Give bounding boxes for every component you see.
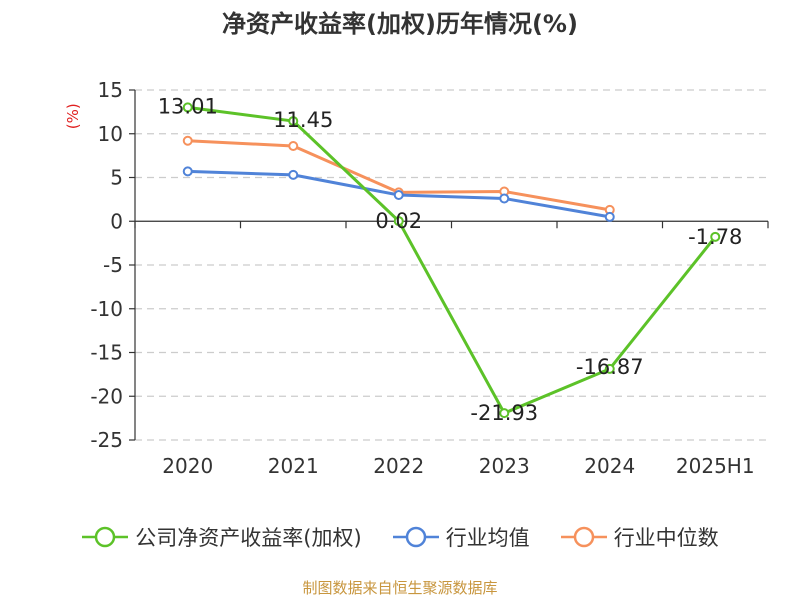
series-line-company <box>187 105 717 415</box>
x-tick-label: 2023 <box>479 454 530 478</box>
data-point <box>499 193 510 204</box>
data-point <box>710 231 721 242</box>
data-point <box>604 363 615 374</box>
data-point <box>393 216 404 227</box>
y-axis-title: (%) <box>64 103 82 129</box>
data-point <box>288 116 299 127</box>
x-tick-label: 2020 <box>162 454 213 478</box>
x-tick-label: 2021 <box>268 454 319 478</box>
data-point <box>499 408 510 419</box>
data-point <box>288 169 299 180</box>
y-tick-label: -25 <box>90 428 123 452</box>
data-point <box>393 190 404 200</box>
y-tick-label: 0 <box>110 209 123 233</box>
data-label: -1.78 <box>688 225 742 249</box>
legend-swatch <box>392 526 439 548</box>
data-label: 0.02 <box>375 209 422 233</box>
data-label: -21.93 <box>470 401 538 425</box>
source-note: 制图数据来自恒生聚源数据库 <box>302 579 498 597</box>
data-point <box>182 102 193 113</box>
x-tick-label: 2022 <box>373 454 424 478</box>
legend-swatch <box>560 526 607 548</box>
y-tick-label: 10 <box>98 122 123 146</box>
y-tick-label: -15 <box>90 341 123 365</box>
x-tick-label: 2024 <box>584 454 635 478</box>
data-point <box>182 135 193 146</box>
data-label: -16.87 <box>576 355 644 379</box>
data-point <box>604 211 615 222</box>
legend: 公司净资产收益率(加权) 行业均值 行业中位数 <box>0 520 800 554</box>
y-tick-label: -10 <box>90 297 123 321</box>
data-label: 13.01 <box>158 94 218 118</box>
data-label: 11.45 <box>273 108 333 132</box>
y-tick-label: -20 <box>90 384 123 408</box>
legend-swatch <box>82 526 129 548</box>
y-tick-label: 5 <box>110 166 123 190</box>
data-point <box>182 166 193 177</box>
legend-item-industry-median[interactable]: 行业中位数 <box>560 522 719 552</box>
legend-label: 行业中位数 <box>613 526 719 550</box>
legend-item-company[interactable]: 公司净资产收益率(加权) <box>81 522 362 552</box>
legend-label: 行业均值 <box>445 526 530 550</box>
data-point <box>288 141 299 151</box>
x-tick-label: 2025H1 <box>676 454 755 478</box>
chart-title: 净资产收益率(加权)历年情况(%) <box>222 10 578 38</box>
y-tick-label: 15 <box>98 78 123 102</box>
legend-item-industry-mean[interactable]: 行业均值 <box>392 522 530 552</box>
y-tick-label: -5 <box>103 253 123 277</box>
legend-label: 公司净资产收益率(加权) <box>135 526 362 550</box>
